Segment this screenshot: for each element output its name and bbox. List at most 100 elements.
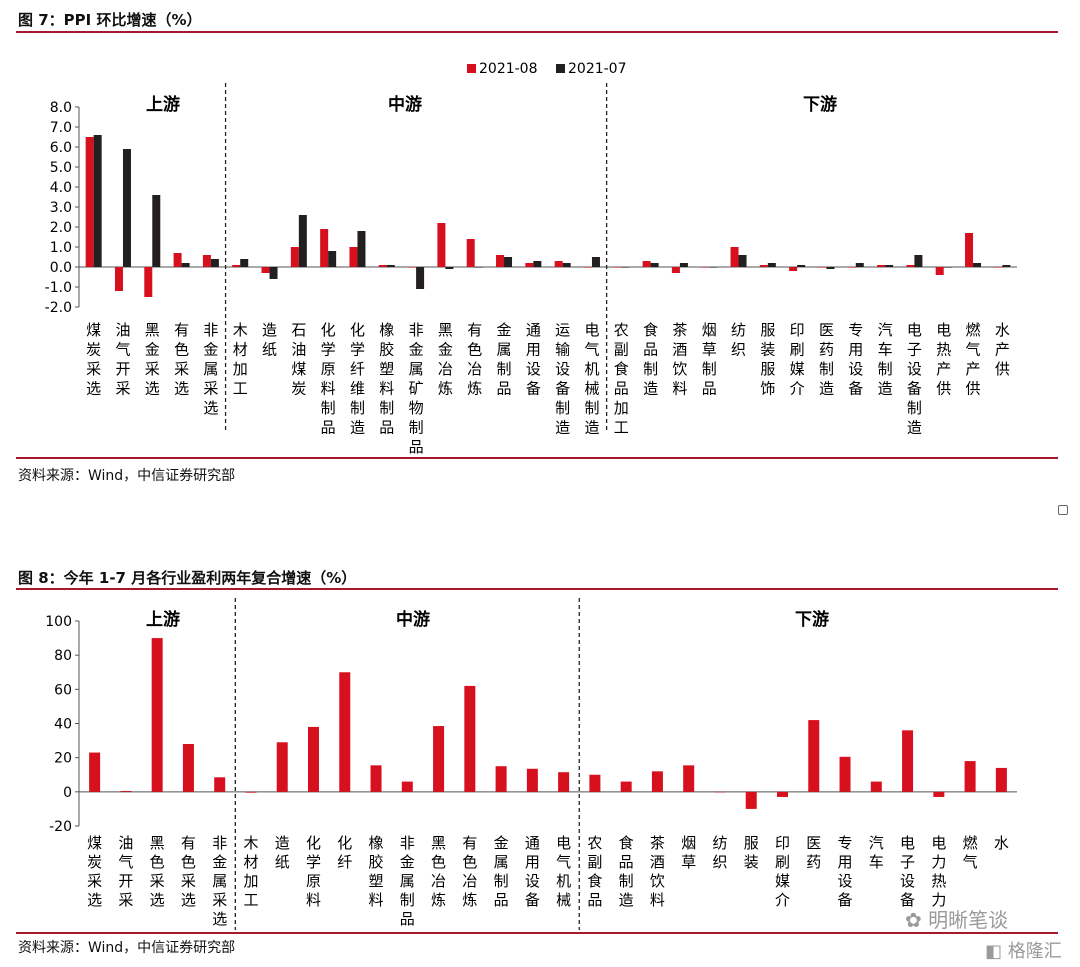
bar [759,265,768,267]
x-category-label: 茶酒饮料 [672,321,687,398]
y-tick-label: 100 [45,614,72,630]
bar [906,265,915,267]
y-tick-label: 80 [54,648,72,664]
x-category-label: 木材加工 [243,834,258,909]
bar [504,257,513,267]
x-category-label: 印刷媒介 [790,321,805,398]
x-category-label: 电气机械 [556,834,571,909]
bar [650,263,659,267]
x-category-label: 非金属矿物制品 [409,321,424,456]
x-category-label: 服装服饰 [760,321,775,398]
x-category-label: 电力热力 [931,834,946,909]
bar [995,767,1007,792]
y-tick-label: 20 [54,751,72,767]
bar [651,771,663,792]
profit-growth-chart: 上游 中游 下游 100 80 60 40 20 0 -20 煤炭采选 油气开采 黑色采选 有色采选… [45,598,1017,930]
bar [240,259,249,267]
bar [290,247,299,267]
bar [525,263,534,267]
x-category-label: 黑金采选 [145,321,160,398]
bar [709,267,718,268]
x-category-label: 水产供 [995,321,1010,378]
bar [308,726,319,792]
x-category-label: 油气开采 [115,321,130,398]
bar [408,267,417,268]
bar [464,685,476,792]
figure8-title: 图 8：今年 1-7 月各行业盈利两年复合增速（%） [18,569,357,587]
x-category-label: 水 [994,834,1009,852]
x-category-label: 煤炭采选 [87,834,102,909]
y-tick-label: 0.0 [50,260,72,276]
x-category-label: 通用设备 [525,834,540,909]
x-category-label: 电子设备 [900,834,915,909]
bar [328,251,337,267]
y-tick-label: -2.0 [45,300,72,316]
x-category-label: 电子设备制造 [907,321,922,437]
bar [151,638,163,792]
section-midstream-label: 中游 [388,94,422,115]
bar [466,239,475,267]
y-tick-label: -20 [49,819,72,835]
bar [416,267,425,289]
x-category-label: 运输设备制造 [555,321,570,437]
x-category-label: 橡胶塑料制品 [379,321,394,437]
x-category-label: 黑色采选 [150,834,165,909]
bar [378,265,387,267]
bar [276,742,288,792]
bar [826,267,835,269]
bar [261,267,270,273]
bar [320,229,329,267]
figure8-bottom-rule [16,932,1058,934]
ppi-chart: 2021-08 2021-07 上游 中游 下游 8.0 7.0 6.0 5.0 4.0… [45,61,1017,456]
x-category-label: 燃气 [963,834,978,871]
section-midstream-label: 中游 [396,609,430,630]
bar [210,259,219,267]
x-category-label: 燃气产供 [966,321,981,398]
x-category-label: 金属制品 [497,321,512,398]
bar [232,265,241,267]
watermark-text: 格隆汇 [1007,941,1062,962]
y-tick-label: 5.0 [50,160,72,176]
x-category-label: 非金属采选 [212,834,227,928]
bar [589,774,601,792]
bar [85,137,94,267]
bar [93,135,102,267]
bar [182,744,194,792]
x-category-label: 医药 [806,834,821,871]
x-category-label: 农副食品加工 [614,321,629,437]
x-category-label: 纺织 [731,321,746,359]
x-category-label: 汽车制造 [878,321,893,398]
section-upstream-label: 上游 [146,609,180,630]
x-category-label: 黑色冶炼 [431,834,446,909]
bar [202,255,211,267]
bar [671,267,680,273]
watermark-gelonghui: ◧ 格隆汇 [985,937,1062,963]
bar [679,263,688,267]
x-category-label: 有色冶炼 [467,321,482,398]
figure7-bottom-rule [16,457,1058,459]
bar [902,730,914,792]
bar [642,261,651,267]
x-category-label: 有色冶炼 [462,834,477,909]
section-downstream-label: 下游 [803,94,837,115]
bar [583,267,592,268]
bar [433,726,445,792]
bar [370,765,382,792]
bar [152,195,161,267]
legend-swatch-2021-07 [556,64,565,73]
x-category-label: 造纸 [275,834,290,871]
x-category-label: 非金属制品 [400,834,415,928]
x-category-label: 食品制造 [619,834,634,909]
bar [767,263,776,267]
x-category-label: 食品制造 [643,321,658,398]
bar [349,247,358,267]
x-category-label: 煤炭采选 [86,321,101,398]
bar [808,720,820,792]
bar [994,267,1003,268]
legend-swatch-2021-08 [467,64,476,73]
bar [181,263,190,267]
x-category-label: 橡胶塑料 [369,834,384,909]
bar [973,263,982,267]
bar [797,265,806,267]
figure7-title: 图 7：PPI 环比增速（%） [18,11,202,29]
